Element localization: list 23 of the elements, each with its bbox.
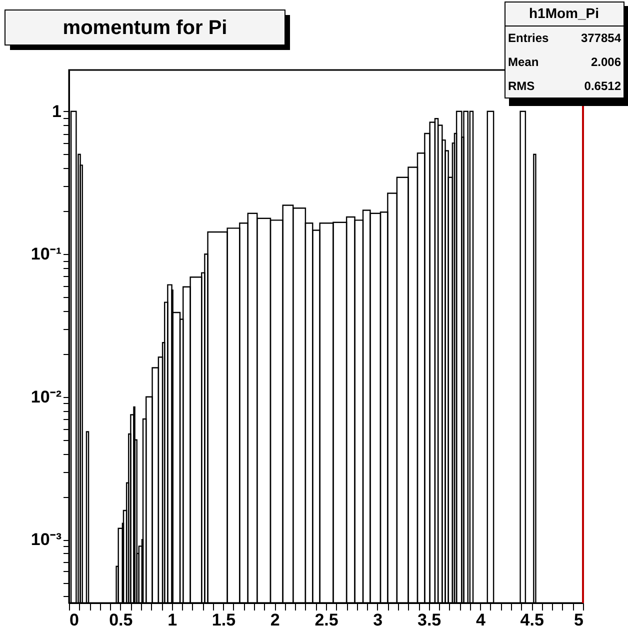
text: Mean [508, 55, 539, 69]
x-tick-label: 1 [168, 610, 178, 630]
x-tick-label: 4 [476, 610, 486, 630]
x-tick-label: 3.5 [417, 610, 442, 630]
annotation: RMS [508, 79, 535, 93]
text: Entries [508, 31, 550, 45]
y-tick-label: 10⁻² [30, 387, 62, 406]
chart-title: momentum for Pi [62, 17, 228, 39]
x-tick-label: 2 [270, 610, 280, 630]
x-tick-label: 1.5 [212, 610, 236, 630]
x-tick-label: 0.5 [109, 610, 133, 630]
text: 2.006 [590, 55, 622, 69]
x-tick-label: 3 [373, 610, 383, 630]
y-tick-label: 1 [52, 102, 62, 121]
text: 377854 [580, 31, 622, 45]
y-tick-label: 10⁻³ [30, 530, 62, 550]
text: h1Mom_Pi [528, 5, 600, 21]
x-tick-label: 0 [70, 610, 79, 630]
x-tick-label: 5 [574, 610, 584, 630]
y-tick-label: 10⁻¹ [30, 244, 62, 264]
x-tick-label: 4.5 [520, 610, 544, 630]
x-tick-label: 2.5 [314, 610, 338, 630]
text: 0.6512 [584, 79, 622, 93]
